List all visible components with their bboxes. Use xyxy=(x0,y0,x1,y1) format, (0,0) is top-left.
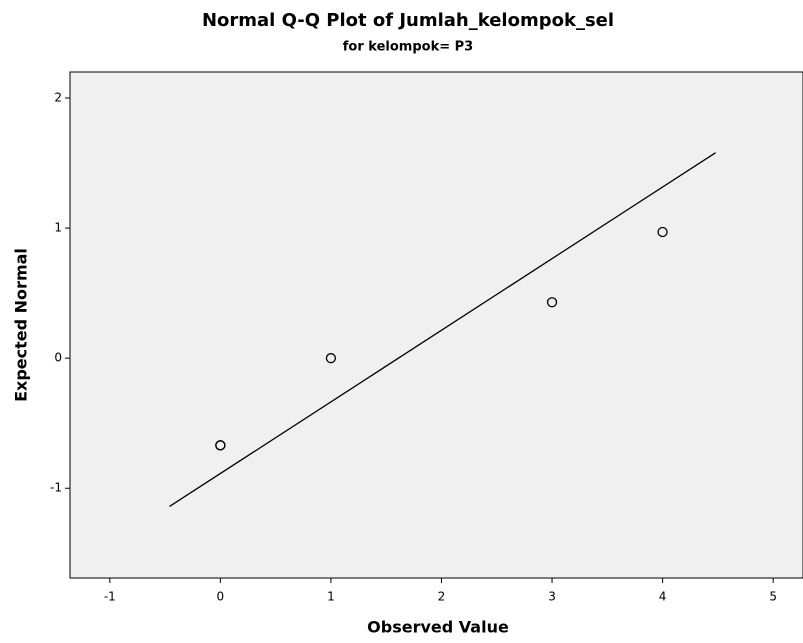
x-tick-label: 2 xyxy=(438,590,446,604)
y-axis-label: Expected Normal xyxy=(12,248,31,402)
point xyxy=(325,353,337,364)
x-axis-label: Observed Value xyxy=(367,618,509,637)
x-tick-label: 4 xyxy=(659,590,667,604)
y-tick-label: 0 xyxy=(54,351,62,365)
x-tick-label: -1 xyxy=(104,590,116,604)
y-tick-label: -1 xyxy=(50,481,62,495)
chart-subtitle: for kelompok= P3 xyxy=(343,40,473,55)
y-tick-label: 2 xyxy=(54,91,62,105)
point xyxy=(215,440,226,451)
chart-title: Normal Q-Q Plot of Jumlah_kelompok_sel xyxy=(202,10,614,31)
plot-area xyxy=(69,71,803,579)
x-tick-label: 1 xyxy=(327,590,335,604)
point xyxy=(657,226,668,238)
x-tick-label: 5 xyxy=(769,590,777,604)
x-tick-label: 3 xyxy=(548,590,556,604)
reference-line xyxy=(169,152,717,508)
point xyxy=(546,297,558,308)
x-tick-label: 0 xyxy=(217,590,225,604)
y-tick-label: 1 xyxy=(54,221,62,235)
